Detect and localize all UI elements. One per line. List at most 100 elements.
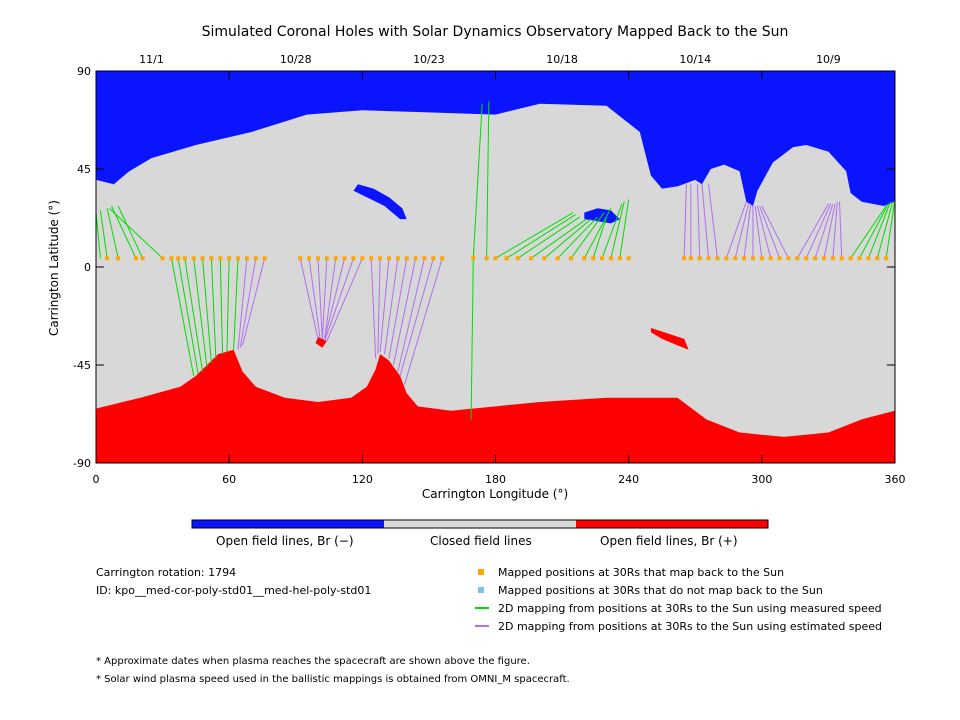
- mapped-point: [422, 256, 427, 261]
- mapped-point: [218, 256, 223, 261]
- mapped-point: [830, 256, 835, 261]
- estimated-mapping-line: [377, 258, 381, 355]
- estimated-mapping-line: [324, 258, 346, 339]
- estimated-mapping-line: [326, 258, 363, 342]
- measured-mapping-line: [601, 203, 623, 259]
- legend-mapped-square-icon: [478, 569, 484, 575]
- estimated-mapping-line: [239, 258, 257, 348]
- measured-mapping-line: [184, 258, 204, 372]
- measured-mapping-line: [106, 208, 119, 259]
- mapped-point: [244, 256, 249, 261]
- estimated-mapping-line: [823, 203, 836, 259]
- mapped-point: [431, 256, 436, 261]
- x-tick-label: 240: [618, 473, 639, 486]
- estimated-mapping-line: [237, 258, 248, 350]
- mapped-point: [875, 256, 880, 261]
- estimated-mapping-line: [725, 201, 747, 259]
- measured-mapping-line: [885, 199, 896, 259]
- mapped-point: [176, 256, 181, 261]
- measured-mapping-line: [583, 207, 612, 259]
- mapped-point: [742, 256, 747, 261]
- estimated-mapping-line: [399, 258, 434, 377]
- mapped-point: [682, 256, 687, 261]
- mapped-point: [804, 256, 809, 261]
- mapped-point: [821, 256, 826, 261]
- colorbar-label-closed: Closed field lines: [430, 534, 532, 548]
- mapped-point: [813, 256, 818, 261]
- estimated-mapping-line: [317, 258, 323, 339]
- legend-unmapped-label: Mapped positions at 30Rs that do not map…: [498, 584, 823, 597]
- colorbar-open-negative: [192, 520, 384, 528]
- mapped-point: [626, 256, 631, 261]
- mapped-point: [555, 256, 560, 261]
- estimated-mapping-line: [392, 258, 417, 366]
- y-axis: -90 -45 0 45 90: [73, 65, 895, 470]
- measured-mapping-line: [177, 258, 199, 374]
- colorbar-label-open-positive: Open field lines, Br (+): [600, 534, 738, 548]
- mapped-point: [133, 256, 138, 261]
- y-tick-label: 45: [77, 163, 91, 176]
- mapped-point: [786, 256, 791, 261]
- mapped-point: [413, 256, 418, 261]
- measured-mapping-line: [117, 205, 144, 259]
- mapped-point: [750, 256, 755, 261]
- top-date-label: 10/28: [280, 53, 312, 66]
- estimated-mapping-line: [404, 258, 443, 385]
- measured-mapping-line: [570, 212, 605, 259]
- estimated-mapping-line: [761, 205, 789, 259]
- estimated-mapping-line: [701, 184, 710, 259]
- estimated-mapping-line: [241, 258, 266, 346]
- top-date-axis: 11/1 10/28 10/23 10/18 10/14 10/9: [139, 53, 841, 66]
- y-tick-label: -45: [73, 359, 91, 372]
- mapped-point: [768, 256, 773, 261]
- top-date-label: 10/23: [413, 53, 445, 66]
- colorbar-closed: [384, 520, 576, 528]
- south-open-positive-region: [96, 349, 895, 463]
- mapped-point: [253, 256, 258, 261]
- estimated-mapping-line: [832, 201, 838, 259]
- measured-mapping-line: [610, 201, 625, 259]
- top-date-label: 11/1: [139, 53, 164, 66]
- estimated-mapping-line: [397, 258, 425, 372]
- mapped-point: [715, 256, 720, 261]
- legend-unmapped-square-icon: [478, 587, 484, 593]
- measured-mapping-line: [544, 218, 592, 259]
- mapped-point: [542, 256, 547, 261]
- estimated-mapping-line: [384, 258, 399, 355]
- estimated-mapping-line: [796, 203, 829, 259]
- mapped-point: [608, 256, 613, 261]
- mapped-point: [795, 256, 800, 261]
- colorbar-open-positive: [576, 520, 768, 528]
- estimated-mapping-line: [299, 258, 319, 339]
- chart-title: Simulated Coronal Holes with Solar Dynam…: [202, 24, 789, 40]
- mapped-point: [105, 256, 110, 261]
- mapped-point: [733, 256, 738, 261]
- mapped-point: [568, 256, 573, 261]
- map-plot-area: [95, 70, 896, 464]
- estimated-mapping-line: [308, 258, 321, 339]
- estimated-mapping-line: [683, 184, 687, 259]
- measured-mapping-line: [95, 212, 101, 259]
- mapped-point: [200, 256, 205, 261]
- x-tick-label: 360: [885, 473, 906, 486]
- estimated-mapping-line: [814, 203, 834, 259]
- mapped-point: [484, 256, 489, 261]
- mapped-point: [848, 256, 853, 261]
- measured-mapping-line: [530, 218, 587, 259]
- mapped-point: [471, 256, 476, 261]
- mapped-point: [191, 256, 196, 261]
- x-axis-label: Carrington Longitude (°): [422, 487, 568, 501]
- mapped-point: [298, 256, 303, 261]
- mapped-point: [777, 256, 782, 261]
- estimated-mapping-line: [324, 258, 337, 339]
- mapped-point: [160, 256, 165, 261]
- measured-mapping-line: [850, 205, 887, 259]
- carrington-rotation-text: Carrington rotation: 1794: [96, 566, 237, 579]
- mapped-point: [140, 256, 145, 261]
- mapped-point: [324, 256, 329, 261]
- mapped-point: [342, 256, 347, 261]
- mapped-point: [369, 256, 374, 261]
- measured-mapping-line: [517, 216, 581, 259]
- measured-mapping-line: [193, 258, 208, 368]
